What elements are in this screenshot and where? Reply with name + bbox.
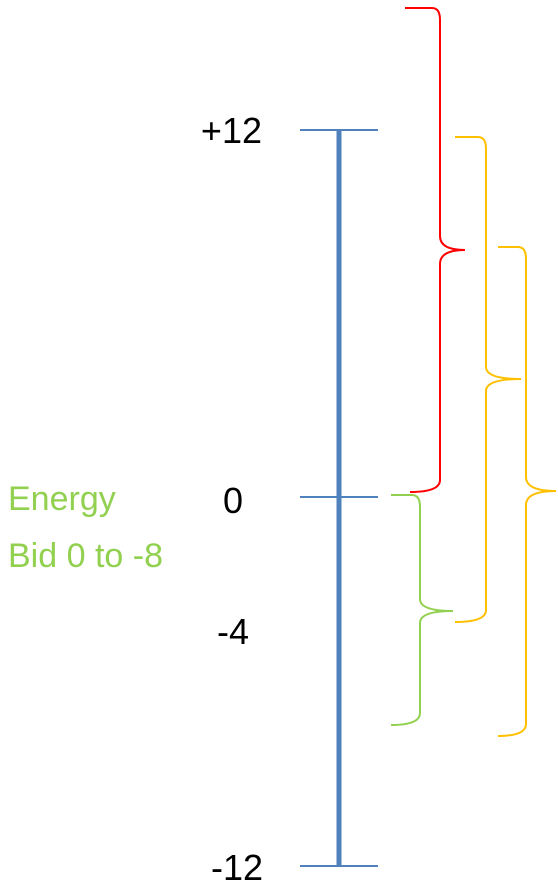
tick-label-0: 0: [223, 480, 243, 521]
green-brace: [390, 494, 454, 726]
energy-label-line1: Energy: [8, 480, 116, 518]
orange-brace-short: [454, 136, 522, 623]
tick-label-minus-4: -4: [217, 611, 249, 652]
energy-label-line2: Bid 0 to -8: [8, 537, 163, 575]
tick-label-minus-12: -12: [211, 847, 263, 886]
red-brace: [405, 7, 466, 493]
orange-brace-long: [497, 246, 557, 737]
tick-label-plus-12: +12: [201, 110, 262, 151]
